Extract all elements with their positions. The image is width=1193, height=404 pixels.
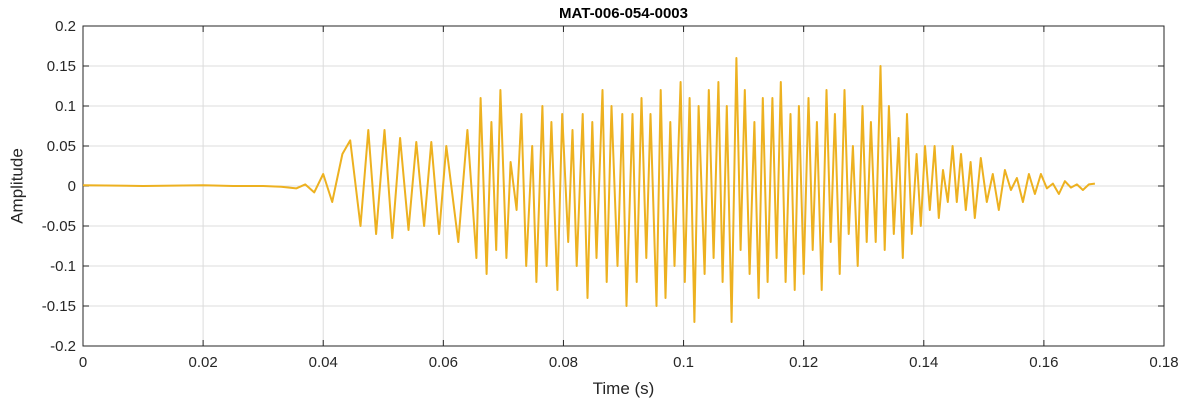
y-tick-label: 0.2 (55, 18, 76, 35)
x-tick-label: 0.12 (789, 354, 818, 371)
y-tick-label: -0.2 (50, 338, 76, 355)
y-axis-label: Amplitude (7, 148, 26, 224)
x-tick-label: 0.18 (1149, 354, 1178, 371)
y-tick-label: 0.1 (55, 98, 76, 115)
y-tick-label: -0.1 (50, 258, 76, 275)
x-tick-label: 0.14 (909, 354, 938, 371)
x-tick-label: 0.1 (673, 354, 694, 371)
x-tick-label: 0.08 (549, 354, 578, 371)
x-tick-label: 0.02 (189, 354, 218, 371)
y-tick-label: 0.05 (47, 138, 76, 155)
y-tick-label: -0.15 (42, 298, 76, 315)
x-tick-label: 0.06 (429, 354, 458, 371)
y-tick-label: 0 (68, 178, 76, 195)
series-line-amplitude (82, 57, 1096, 323)
chart-title: MAT-006-054-0003 (559, 5, 688, 22)
axis-ticks: 0 0.02 0.04 0.06 0.08 0.1 0.12 0.14 0.16 0.18 0.2 0… (42, 18, 1179, 371)
x-tick-label: 0.04 (309, 354, 338, 371)
x-tick-label: 0 (79, 354, 87, 371)
x-axis-label: Time (s) (593, 379, 655, 398)
x-tick-label: 0.16 (1029, 354, 1058, 371)
y-tick-label: -0.05 (42, 218, 76, 235)
y-tick-label: 0.15 (47, 58, 76, 75)
